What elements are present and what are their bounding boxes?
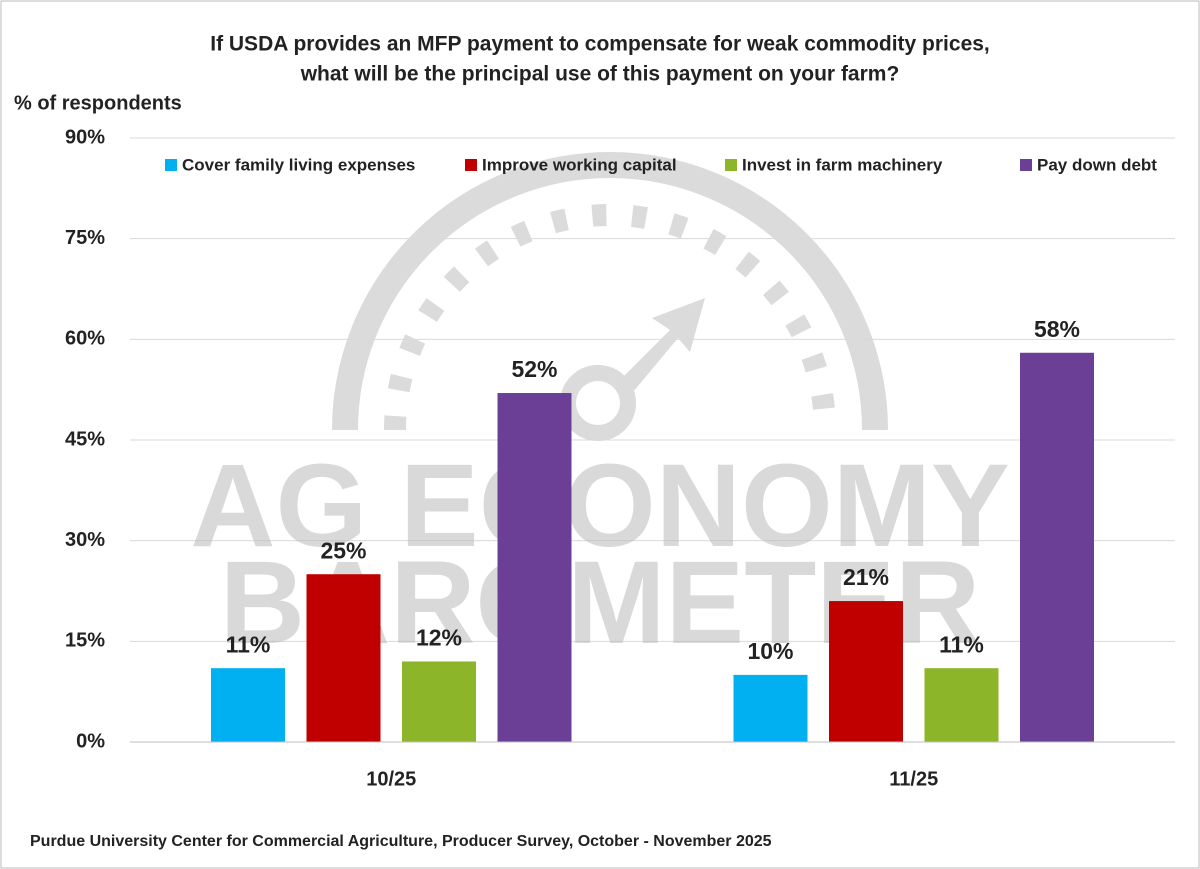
bar [733,674,808,742]
y-tick-label: 0% [76,730,105,752]
bar [924,668,999,742]
source-note: Purdue University Center for Commercial … [30,833,772,850]
legend-swatch [165,159,177,171]
value-label: 12% [416,625,462,651]
y-axis-label: % of respondents [14,92,182,114]
y-tick-label: 30% [65,529,105,551]
y-tick-label: 60% [65,328,105,350]
bar [211,668,285,742]
bar [497,393,572,742]
x-tick-label: 10/25 [366,768,416,790]
bar [402,661,476,742]
legend-label: Pay down debt [1037,155,1157,174]
watermark [332,152,888,441]
legend-label: Improve working capital [482,155,677,174]
gauge-rim [332,152,888,431]
chart-title: what will be the principal use of this p… [300,63,900,86]
chart-title: If USDA provides an MFP payment to compe… [210,33,990,56]
bar [306,574,381,742]
legend-swatch [1020,159,1032,171]
y-tick-label: 75% [65,227,105,249]
y-tick-label: 15% [65,630,105,652]
legend-swatch [725,159,737,171]
y-tick-label: 45% [65,428,105,450]
value-label: 10% [747,638,793,664]
legend-swatch [465,159,477,171]
value-label: 25% [320,537,366,563]
value-label: 11% [939,631,984,657]
bar [1020,352,1094,742]
value-label: 52% [511,356,557,382]
bar [829,601,903,742]
y-tick-label: 90% [65,126,105,148]
x-tick-label: 11/25 [889,768,938,790]
legend-label: Cover family living expenses [182,155,415,174]
gauge-arrow [615,298,705,398]
value-label: 11% [226,631,271,657]
watermark-text: AG ECONOMY [190,440,1010,572]
value-label: 58% [1034,316,1080,342]
gauge-arc [384,204,836,431]
value-label: 21% [843,564,889,590]
legend-label: Invest in farm machinery [742,155,943,174]
